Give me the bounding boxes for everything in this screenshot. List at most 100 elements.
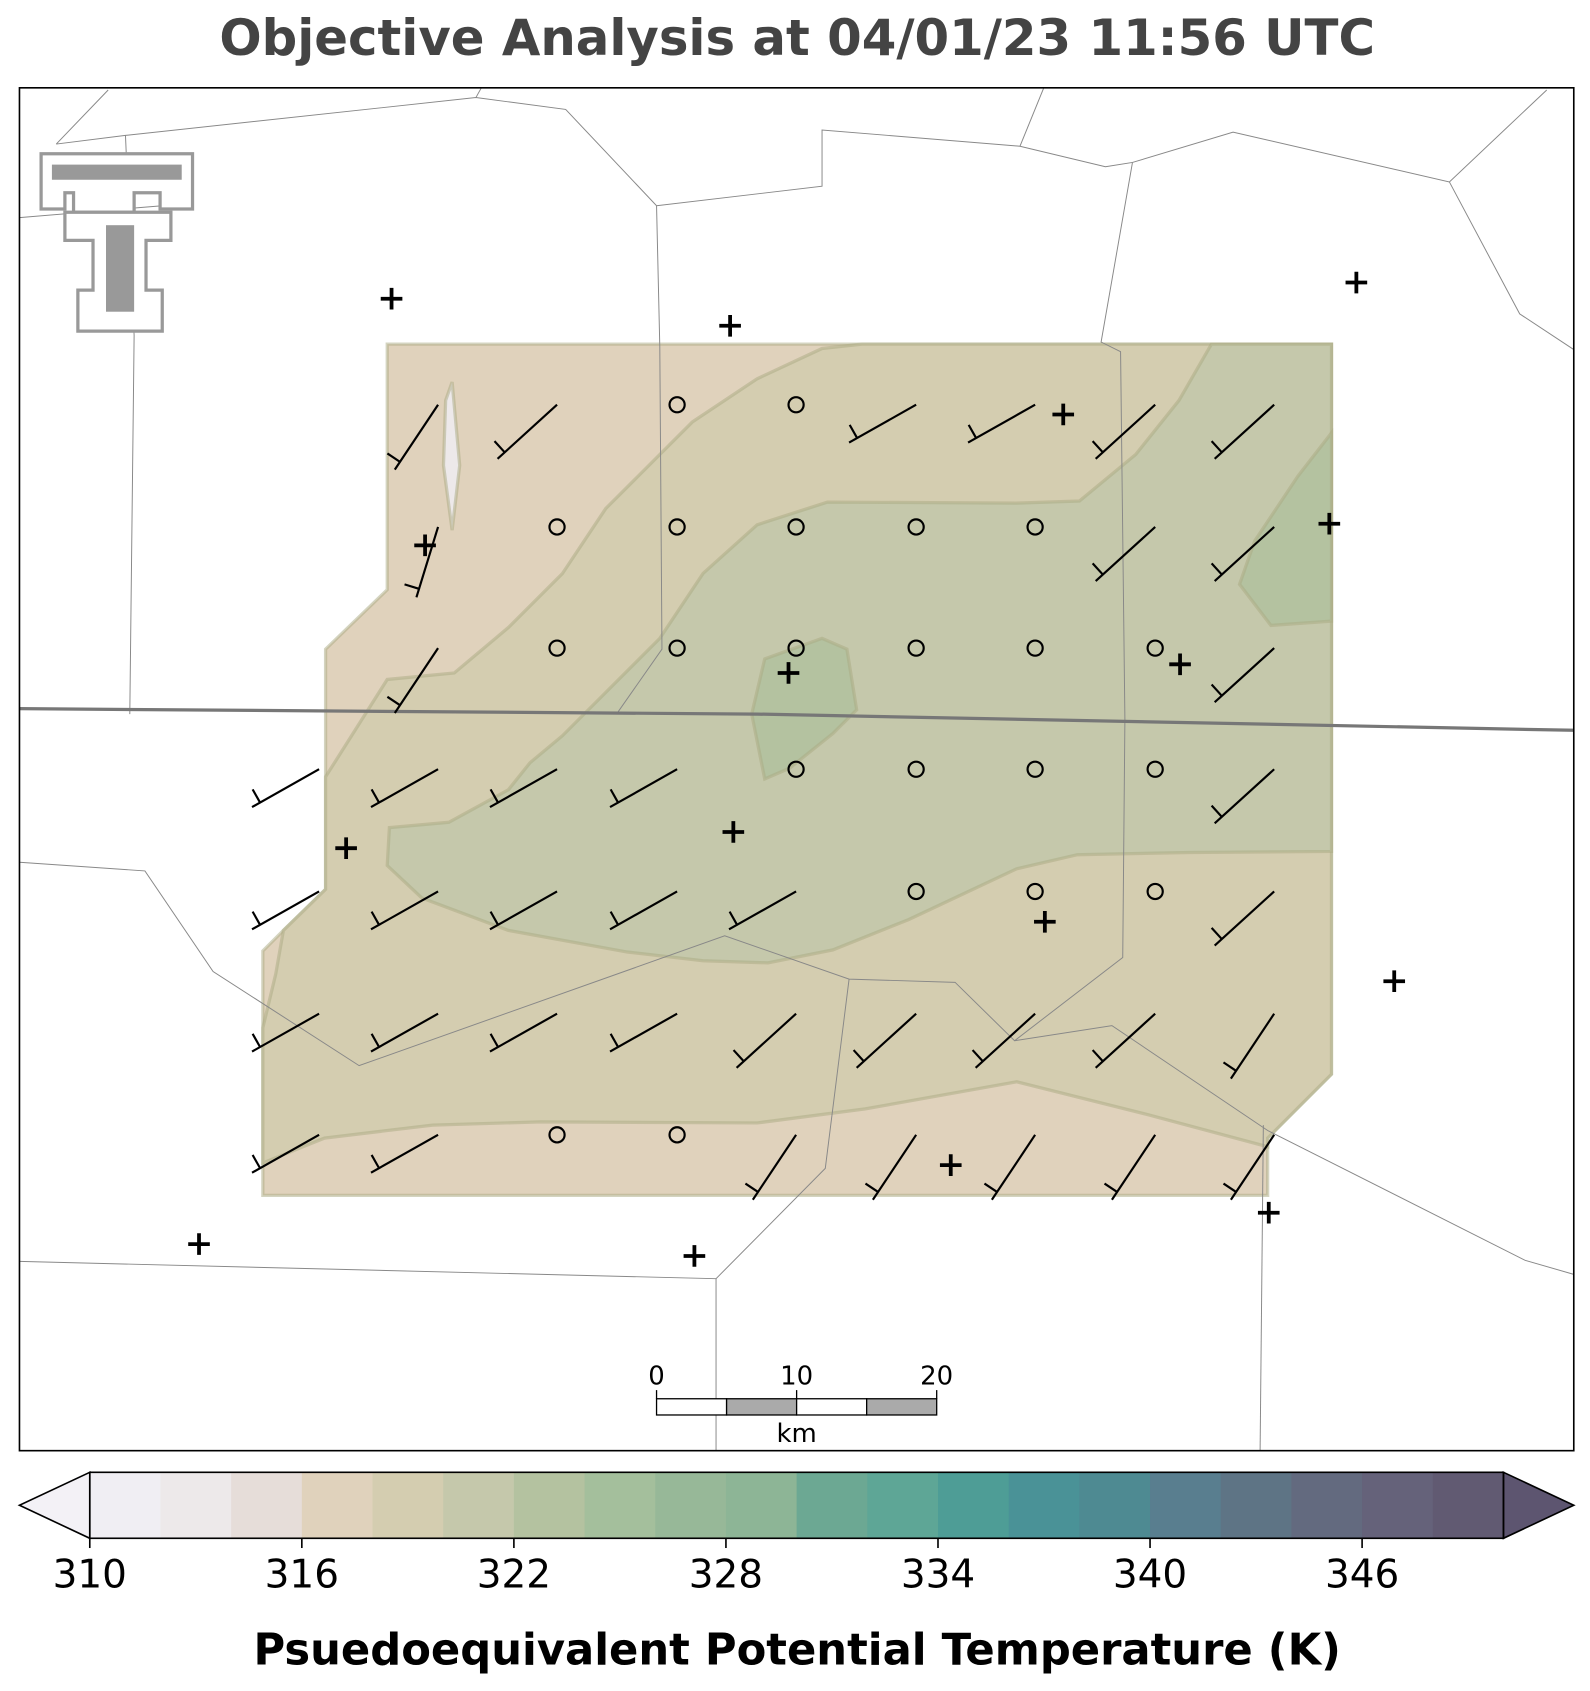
colorbar-segment [1432,1472,1505,1539]
colorbar-segment [89,1472,162,1539]
county-line [1448,181,1575,350]
contour-fill [441,381,462,531]
wind-barb [1213,403,1275,460]
calm-marker [787,396,805,414]
county-line [715,979,850,1451]
calm-marker [668,639,686,657]
scale-segment [725,1398,798,1416]
wind-barb [251,768,320,809]
colorbar-segment [1150,1472,1222,1539]
wind-barb [251,890,320,931]
calm-marker [548,1126,566,1144]
wind-barb-flag [1091,1049,1104,1063]
colorbar-tick-label: 328 [689,1553,763,1598]
state-line [19,707,1574,732]
colorbar-segment [1008,1472,1080,1539]
map-frame [18,87,1575,1452]
colorbar-tick-label: 340 [1113,1553,1187,1598]
wind-barb-flag [251,911,262,926]
colorbar-segment [1220,1472,1292,1539]
scale-segment [866,1398,938,1416]
county-line [1259,1125,1264,1451]
station-marker [683,1245,706,1267]
wind-barb [251,1012,320,1053]
wind-barb [1111,1134,1157,1201]
wind-barb [609,1012,678,1053]
colorbar-segment [513,1472,586,1539]
wind-barb-flag [967,424,978,439]
calm-marker [1146,760,1164,778]
calm-marker [907,760,925,778]
wind-barb-flag [386,695,401,707]
wind-barb-flag [1210,683,1223,697]
wind-barb [735,1012,797,1069]
wind-barb [370,768,439,809]
wind-barb [871,1134,918,1201]
wind-barb [393,404,439,471]
wind-barb [967,403,1036,444]
station-marker [414,534,436,557]
calm-marker [787,639,805,657]
colorbar-tick-label: 334 [901,1553,975,1598]
calm-marker [907,518,925,536]
wind-barb [1094,403,1156,460]
calm-marker [548,518,566,536]
colorbar-segment [937,1472,1010,1539]
calm-marker [668,396,686,414]
wind-barb [489,768,558,809]
scale-unit: km [776,1419,816,1449]
wind-barb-flag [489,911,499,926]
wind-barb [990,1134,1037,1201]
wind-barb-flag [848,424,859,439]
colorbar-tick-label: 316 [265,1553,339,1598]
wind-barb-flag [1210,562,1223,576]
wind-barb-flag [744,1182,759,1193]
scale-label: 0 [648,1362,665,1392]
wind-barb [1229,1134,1276,1201]
county-line [1019,87,1045,147]
county-line [616,205,663,715]
colorbar-tick-label: 310 [53,1553,127,1598]
wind-barb [496,403,558,460]
station-marker [1383,970,1406,993]
wind-barb [609,768,678,809]
wind-barb-flag [852,1049,865,1063]
calm-marker [1146,882,1164,901]
colorbar: 310 316 322 328 334 340 346 [17,1471,1576,1598]
colorbar-segment [867,1472,939,1539]
station-marker [1345,271,1368,294]
wind-barb-flag [370,788,380,804]
wind-barb [370,890,439,931]
colorbar-tick-label: 346 [1325,1553,1399,1598]
wind-barb-flag [370,1033,380,1048]
map: 0 10 20 km [18,87,1575,1452]
colorbar-label: Psuedoequivalent Potential Temperature (… [253,1625,1340,1675]
scale-bar: 0 10 20 km [648,1362,953,1449]
colorbar-extend [1502,1471,1576,1540]
contour-fills [261,342,1334,1198]
colorbar-segment [231,1472,303,1539]
wind-barb [1213,768,1275,825]
wind-barb [1213,890,1275,947]
county-line [475,87,482,98]
wind-barb-flag [732,1049,745,1063]
wind-barb-flag [971,1049,984,1063]
wind-barb-flag [609,911,620,926]
colorbar-segment [160,1472,232,1539]
calm-marker [548,639,566,657]
colorbar-segment [796,1472,868,1539]
wind-barb [728,890,797,931]
wind-barb-flag [251,1154,262,1169]
wind-barb-flag [1091,440,1104,454]
calm-marker [668,518,686,536]
station-marker [335,837,357,860]
colorbar-segment [655,1472,727,1539]
wind-barb-flag [489,788,499,804]
calm-marker [668,1126,686,1144]
stations [188,271,1406,1267]
station-marker [719,314,741,337]
wind-barb-flag [1210,440,1223,454]
wind-barb-flag [489,1033,499,1048]
station-marker [380,287,403,310]
